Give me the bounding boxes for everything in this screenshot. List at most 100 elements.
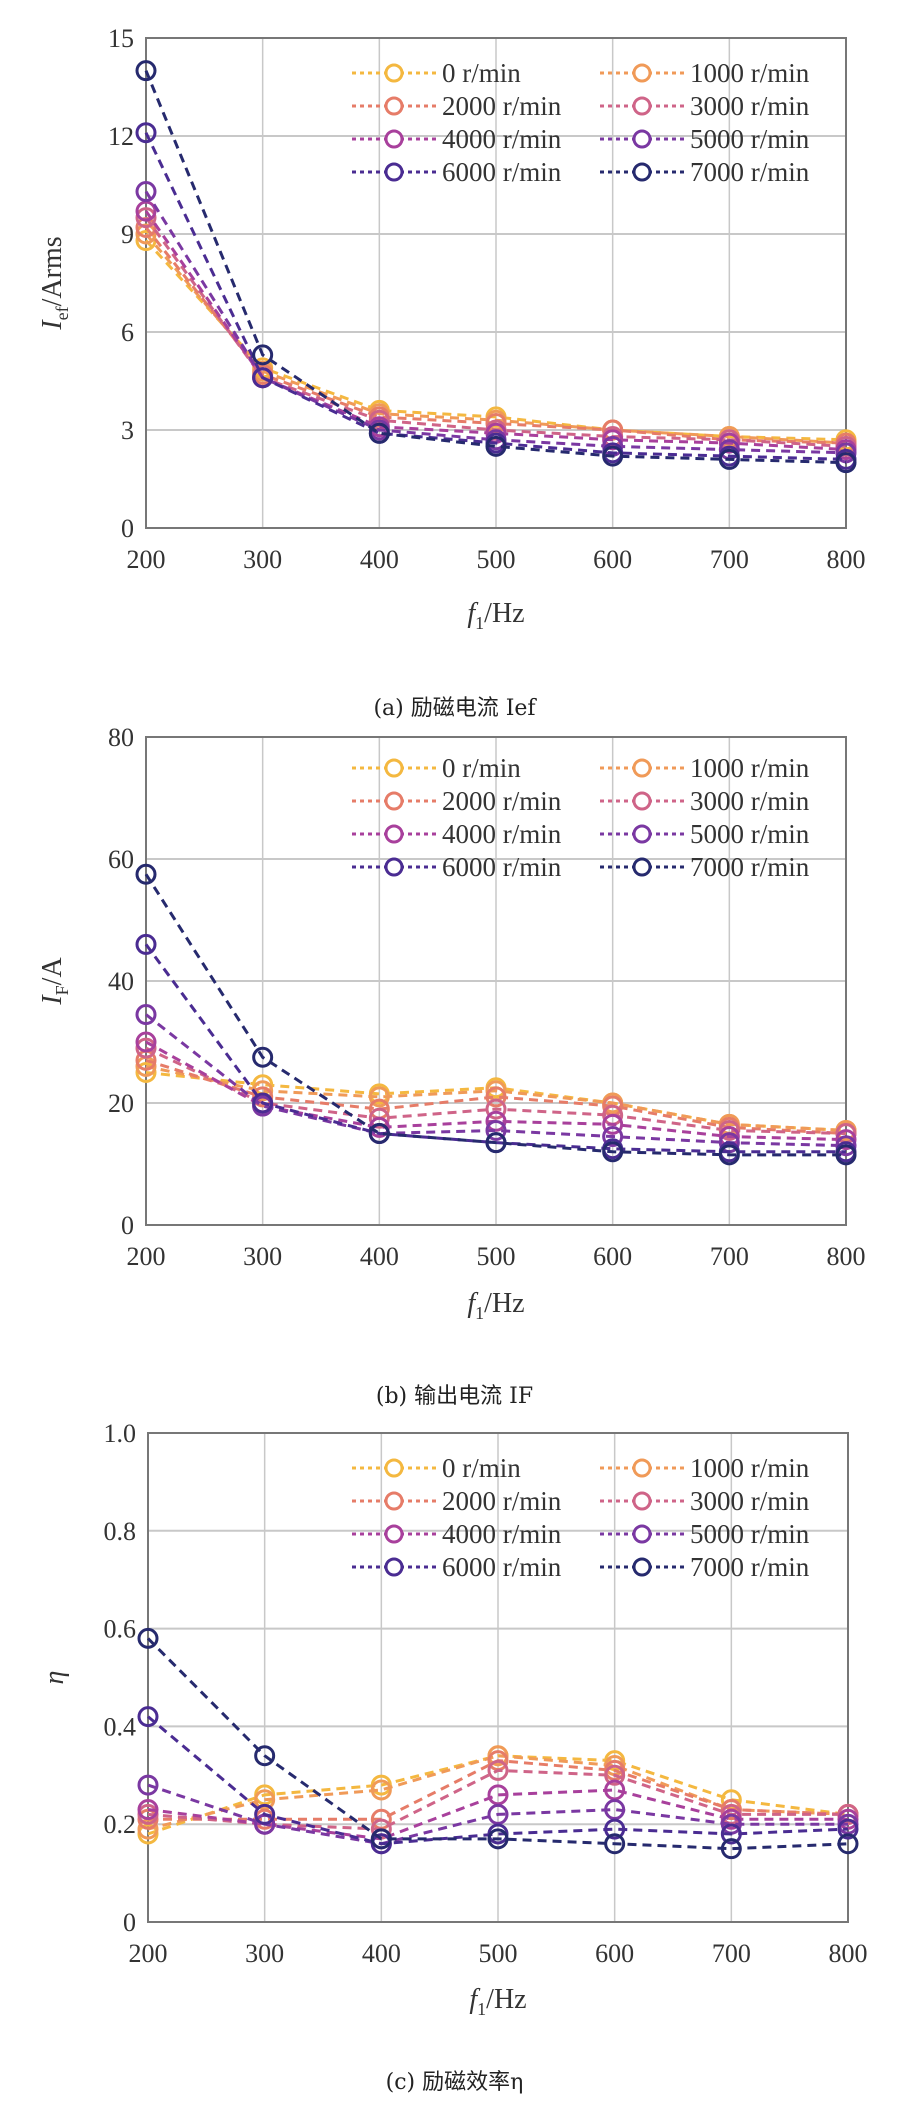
legend-label: 1000 r/min [690, 1453, 810, 1483]
data-point [135, 60, 157, 82]
data-point [718, 432, 740, 454]
x-axis-unit: /Hz [484, 598, 524, 629]
legend-label: 2000 r/min [442, 91, 562, 121]
plot-frame [145, 37, 847, 529]
y-tick-label: 0 [121, 514, 134, 543]
legend-marker [384, 791, 404, 811]
x-tick-label: 600 [595, 1939, 634, 1968]
legend-marker [632, 791, 652, 811]
data-point [837, 1833, 859, 1855]
data-point [835, 1129, 857, 1151]
legend-label: 3000 r/min [690, 91, 810, 121]
data-point [487, 1828, 509, 1850]
x-axis-label: f1/Hz [467, 598, 524, 633]
x-tick-label: 300 [243, 545, 282, 574]
data-point [370, 1828, 392, 1850]
y-axis-symbol: I [37, 319, 68, 331]
y-tick-label: 0 [121, 1211, 134, 1240]
legend-label: 2000 r/min [442, 786, 562, 816]
y-axis-subscript: F [52, 985, 72, 995]
data-point [135, 1004, 157, 1026]
data-point [252, 367, 274, 389]
data-point [718, 448, 740, 470]
data-point [837, 1818, 859, 1840]
series-7000-r-min [137, 1627, 859, 1860]
x-tick-label: 400 [360, 545, 399, 574]
x-tick-label: 400 [360, 1242, 399, 1271]
x-tick-label: 600 [593, 1242, 632, 1271]
plot-frame [147, 1432, 849, 1923]
legend-label: 3000 r/min [690, 786, 810, 816]
y-tick-label: 80 [108, 723, 134, 752]
legend-marker [632, 96, 652, 116]
data-point [720, 1838, 742, 1860]
x-tick-label: 300 [243, 1242, 282, 1271]
legend-label: 6000 r/min [442, 157, 562, 187]
legend-marker [632, 162, 652, 182]
data-point [835, 452, 857, 474]
data-point [485, 1098, 507, 1120]
legend-marker [384, 758, 404, 778]
x-tick-label: 600 [593, 545, 632, 574]
data-point [602, 445, 624, 467]
data-point [252, 1086, 274, 1108]
data-point [135, 1062, 157, 1083]
legend-label: 5000 r/min [690, 124, 810, 154]
legend-marker [632, 63, 652, 83]
x-tick-label: 800 [829, 1939, 868, 1968]
legend-marker [384, 129, 404, 149]
series-line [145, 1064, 847, 1132]
data-point [135, 181, 157, 203]
data-point [485, 1110, 507, 1132]
x-tick-label: 200 [127, 545, 166, 574]
legend-label: 6000 r/min [442, 852, 562, 882]
legend-label: 7000 r/min [690, 157, 810, 187]
x-tick-label: 800 [827, 545, 866, 574]
data-point [252, 344, 274, 366]
data-point [602, 429, 624, 451]
legend-label: 7000 r/min [690, 1552, 810, 1582]
data-point [487, 1784, 509, 1806]
legend-label: 0 r/min [442, 1453, 521, 1483]
x-axis-symbol: f [469, 1984, 480, 2015]
x-tick-label: 500 [477, 1242, 516, 1271]
y-tick-label: 3 [121, 416, 134, 445]
legend-marker [632, 1557, 652, 1577]
y-tick-label: 0.4 [104, 1712, 137, 1741]
data-point [135, 200, 157, 222]
data-point [485, 1086, 507, 1108]
data-point [602, 1113, 624, 1135]
legend-marker [384, 857, 404, 877]
y-tick-label: 0.2 [104, 1810, 137, 1839]
legend-marker [632, 129, 652, 149]
x-tick-label: 500 [479, 1939, 518, 1968]
y-tick-label: 40 [108, 967, 134, 996]
legend-marker [384, 824, 404, 844]
data-point [135, 933, 157, 955]
data-point [135, 122, 157, 144]
legend-label: 1000 r/min [690, 58, 810, 88]
data-point [254, 1745, 276, 1767]
y-tick-label: 0 [123, 1908, 136, 1937]
series-line [144, 873, 846, 1157]
legend-label: 3000 r/min [690, 1486, 810, 1516]
data-point [135, 863, 157, 885]
legend-marker [632, 857, 652, 877]
x-tick-label: 700 [710, 1242, 749, 1271]
x-tick-label: 700 [710, 545, 749, 574]
data-point [368, 422, 390, 444]
data-point [487, 1759, 509, 1781]
x-axis-unit: /Hz [484, 1288, 524, 1319]
data-point [254, 1789, 276, 1811]
legend-label: 7000 r/min [690, 852, 810, 882]
x-tick-label: 700 [712, 1939, 751, 1968]
x-axis-unit: /Hz [486, 1984, 526, 2015]
legend-label: 0 r/min [442, 753, 521, 783]
legend-marker [384, 1458, 404, 1478]
data-point [252, 1046, 274, 1068]
y-tick-label: 12 [108, 122, 134, 151]
x-tick-label: 400 [362, 1939, 401, 1968]
data-point [137, 1706, 159, 1728]
x-axis-label: f1/Hz [467, 1288, 524, 1323]
